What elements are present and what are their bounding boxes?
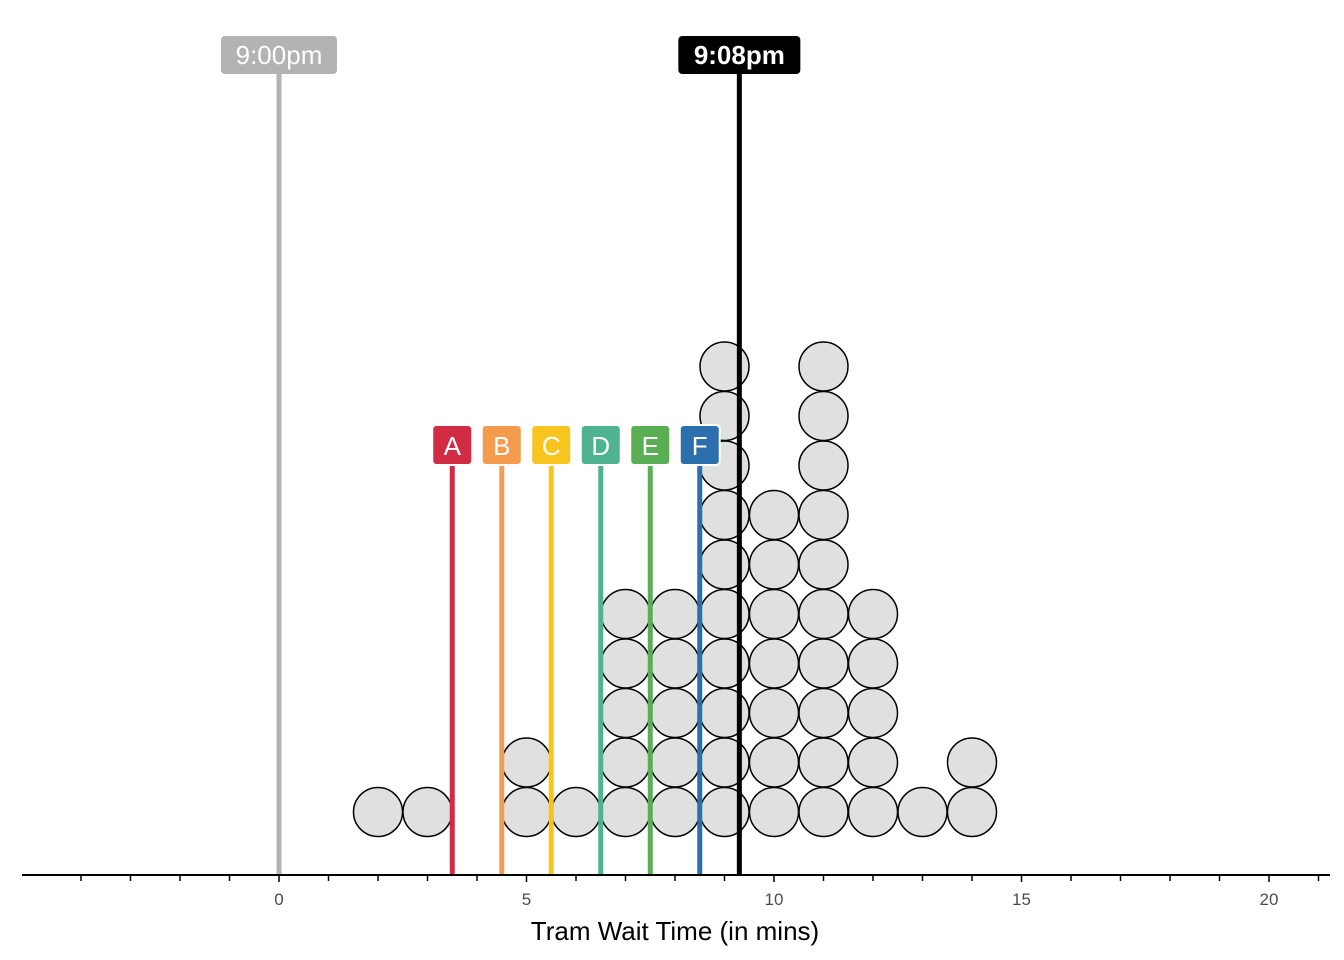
dot <box>600 638 651 689</box>
marker-label: B <box>493 431 510 461</box>
dot <box>649 687 701 739</box>
dot <box>649 638 701 689</box>
marker-label: A <box>444 431 462 461</box>
marker-label-box <box>629 424 672 466</box>
dot <box>501 737 552 788</box>
time-label-box <box>221 36 337 74</box>
dot <box>847 638 899 689</box>
dot <box>798 390 849 442</box>
dot <box>649 588 701 640</box>
marker-label-box <box>431 424 474 466</box>
dot <box>501 786 552 838</box>
dot <box>748 638 800 689</box>
time-label: 9:00pm <box>236 40 323 70</box>
marker-label-box <box>678 424 721 466</box>
dot <box>748 687 800 739</box>
dot <box>798 687 849 739</box>
marker-label-box <box>579 424 622 466</box>
dot <box>600 588 651 640</box>
x-tick-label: 20 <box>1260 890 1279 909</box>
dot <box>847 687 899 739</box>
dot <box>748 539 800 590</box>
x-tick-label: 5 <box>522 890 531 909</box>
time-lines-layer: 9:00pm 9:08pm <box>221 36 801 875</box>
dot <box>946 737 998 788</box>
dot <box>798 539 849 590</box>
dot <box>798 638 849 689</box>
x-axis-title: Tram Wait Time (in mins) <box>531 916 819 946</box>
dot <box>649 786 701 838</box>
dot <box>600 786 651 838</box>
time-label: 9:08pm <box>694 40 785 70</box>
dot <box>798 588 849 640</box>
dot <box>798 440 849 491</box>
dot <box>748 786 800 838</box>
marker-label: E <box>642 431 659 461</box>
x-tick-label: 0 <box>274 890 283 909</box>
marker-label: C <box>542 431 561 461</box>
marker-label-box <box>530 424 573 466</box>
dot <box>748 588 800 640</box>
dot <box>699 341 750 392</box>
dot <box>402 786 453 838</box>
dot <box>600 737 651 788</box>
dot <box>798 341 849 392</box>
dot <box>550 786 602 838</box>
dot <box>748 489 800 541</box>
marker-label: D <box>591 431 610 461</box>
x-tick-label: 10 <box>765 890 784 909</box>
dot <box>847 786 899 838</box>
dot <box>748 737 800 788</box>
dot <box>946 786 998 838</box>
marker-label: F <box>692 431 708 461</box>
dot <box>847 737 899 788</box>
time-label-box <box>678 36 801 74</box>
dot <box>600 687 651 739</box>
dot <box>897 786 948 838</box>
dot <box>847 588 899 640</box>
dot <box>352 786 404 838</box>
x-tick-label: 15 <box>1012 890 1031 909</box>
x-axis: 0 5 10 15 20 <box>22 874 1330 909</box>
dot <box>798 489 849 541</box>
marker-label-box <box>480 424 523 466</box>
dot <box>798 737 849 788</box>
dot <box>798 786 849 838</box>
dot <box>649 737 701 788</box>
dots-layer <box>352 341 998 838</box>
